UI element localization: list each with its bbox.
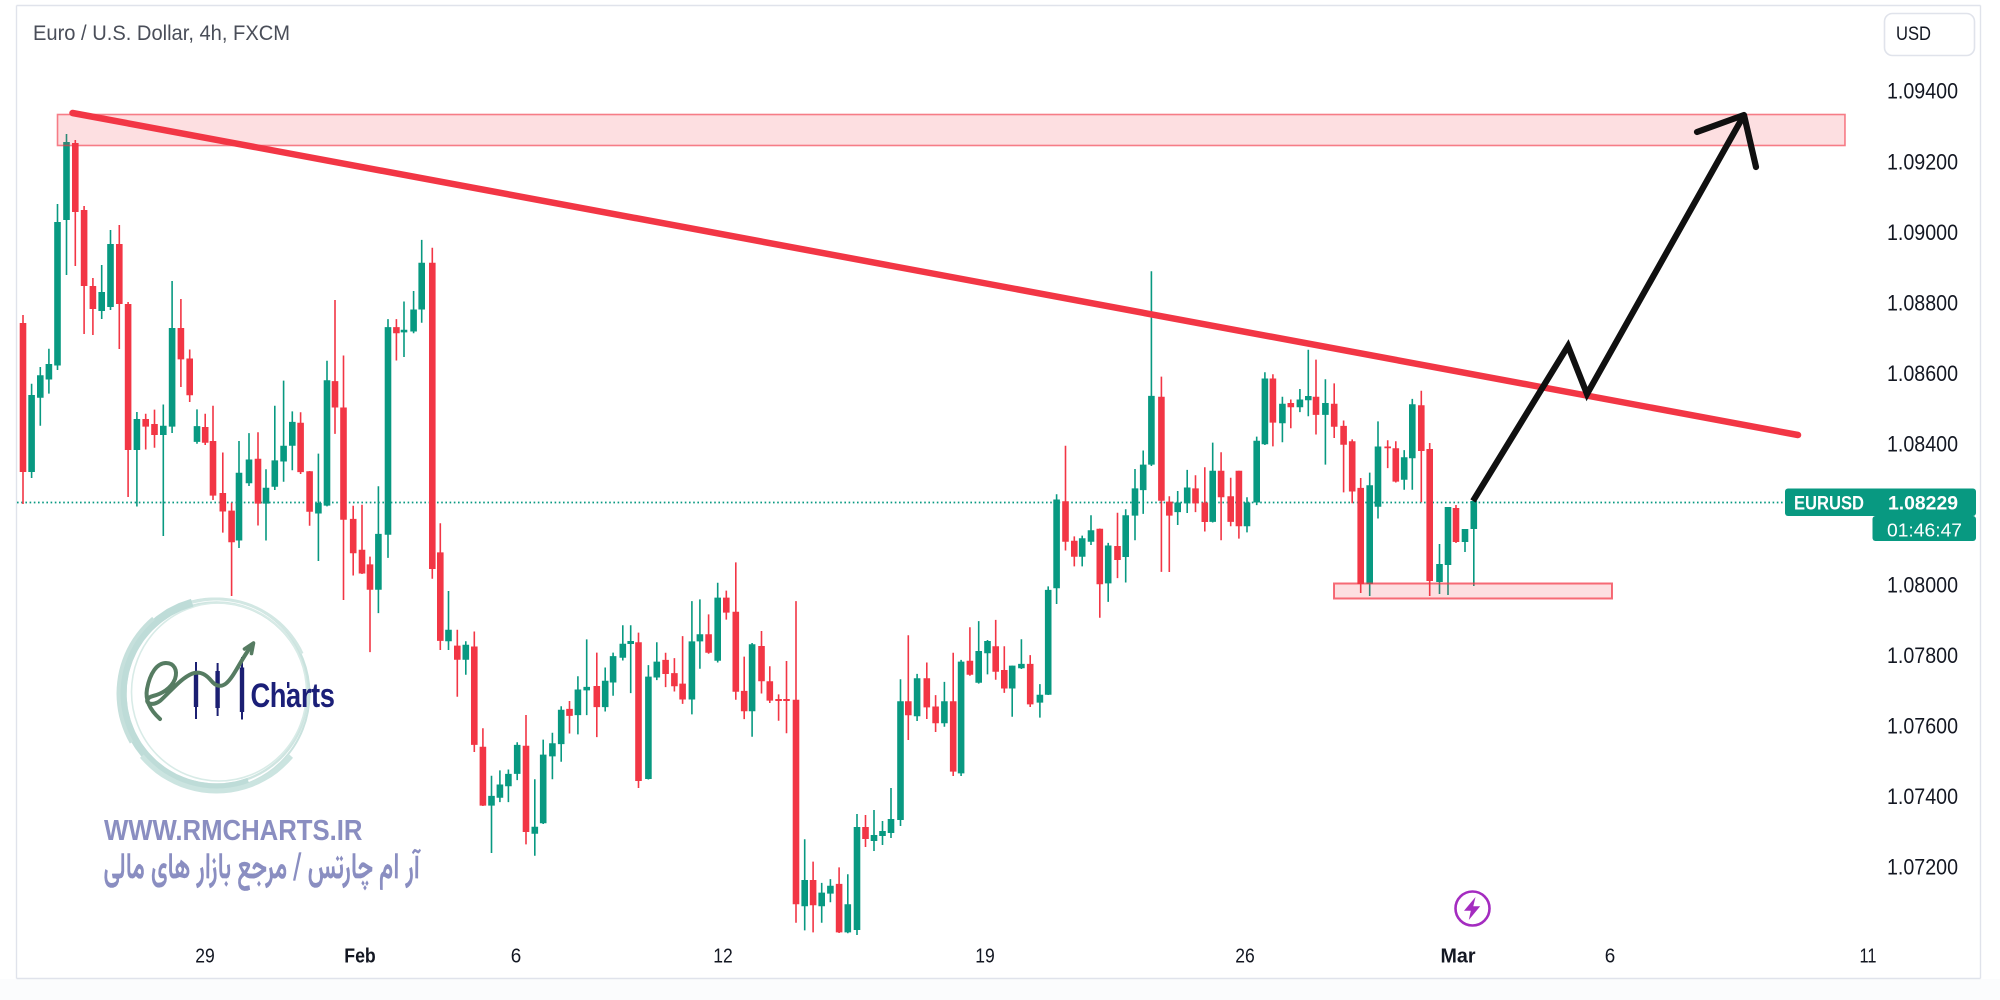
svg-text:Charts: Charts [251,677,335,715]
svg-text:6: 6 [511,945,522,968]
svg-text:1.09000: 1.09000 [1887,220,1958,245]
svg-text:Mar: Mar [1441,945,1476,968]
svg-text:Euro / U.S. Dollar, 4h, FXCM: Euro / U.S. Dollar, 4h, FXCM [33,22,290,45]
svg-text:01:46:47: 01:46:47 [1887,520,1962,541]
svg-text:Feb: Feb [344,945,376,968]
svg-text:6: 6 [1605,945,1616,968]
svg-text:1.09400: 1.09400 [1887,78,1958,103]
svg-text:EURUSD: EURUSD [1794,494,1864,515]
svg-text:12: 12 [713,945,733,968]
svg-text:USD: USD [1896,24,1931,45]
svg-text:11: 11 [1860,945,1877,968]
svg-text:1.08600: 1.08600 [1887,361,1958,386]
svg-text:1.08000: 1.08000 [1887,572,1958,597]
svg-text:1.07800: 1.07800 [1887,643,1958,668]
svg-text:1.08800: 1.08800 [1887,290,1958,315]
svg-text:1.08400: 1.08400 [1887,431,1958,456]
svg-text:26: 26 [1235,945,1255,968]
svg-text:29: 29 [195,945,215,968]
svg-text:1.09200: 1.09200 [1887,149,1958,174]
svg-text:1.08229: 1.08229 [1888,494,1958,515]
svg-text:1.07400: 1.07400 [1887,784,1958,809]
svg-text:1.07600: 1.07600 [1887,713,1958,738]
svg-text:1.07200: 1.07200 [1887,854,1958,879]
svg-text:19: 19 [975,945,995,968]
svg-text:WWW.RMCHARTS.IR: WWW.RMCHARTS.IR [104,815,363,847]
